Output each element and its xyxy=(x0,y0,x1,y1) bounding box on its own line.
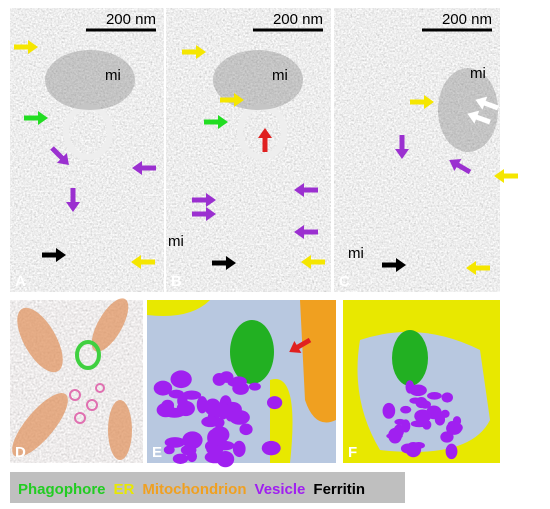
arrow xyxy=(24,111,48,125)
panel-label: E xyxy=(152,444,162,461)
phagophore xyxy=(63,104,113,160)
arrow xyxy=(467,110,491,125)
arrow xyxy=(42,248,66,262)
e-panel xyxy=(147,300,336,468)
legend-entry: ER xyxy=(114,481,135,498)
vesicle xyxy=(172,453,189,464)
d-panel xyxy=(10,298,143,463)
vesicle xyxy=(227,377,243,387)
panel-label: D xyxy=(15,444,26,461)
arrow xyxy=(382,258,406,272)
vesicle xyxy=(427,391,442,400)
arrow xyxy=(131,255,155,269)
arrow xyxy=(132,161,156,175)
arrow xyxy=(475,96,499,111)
mi-label: mi xyxy=(272,67,288,84)
em-panels xyxy=(10,8,500,292)
vesicle xyxy=(451,422,463,433)
arrow xyxy=(220,93,244,107)
scale-bar-label: 200 nm xyxy=(273,11,323,28)
vesicle xyxy=(419,400,431,409)
vesicle xyxy=(182,431,203,450)
vesicle xyxy=(216,450,235,468)
vesicle xyxy=(163,445,175,455)
vesicle xyxy=(266,396,283,410)
arrow xyxy=(182,45,206,59)
vesicle xyxy=(204,398,221,416)
arrow xyxy=(395,135,409,159)
vesicle xyxy=(441,392,453,403)
mi-label: mi xyxy=(168,233,184,250)
panel-label: B xyxy=(171,273,182,290)
vesicle xyxy=(382,402,396,419)
arrow xyxy=(301,255,325,269)
arrow xyxy=(14,40,38,54)
vesicle xyxy=(186,450,198,463)
vesicle xyxy=(401,419,411,433)
mitochondrion xyxy=(45,50,135,110)
vesicle xyxy=(201,416,220,428)
vesicle xyxy=(388,427,402,444)
vesicle xyxy=(248,382,261,391)
vesicle xyxy=(177,393,188,408)
f-panel xyxy=(343,300,500,463)
vesicle xyxy=(445,443,458,460)
mitochondrion xyxy=(438,68,498,152)
vesicle xyxy=(153,380,173,396)
vesicle xyxy=(174,374,186,383)
vesicle xyxy=(217,402,230,420)
vesicle xyxy=(229,410,250,425)
vesicle xyxy=(239,423,253,436)
arrow xyxy=(466,261,490,275)
vesicle xyxy=(409,397,422,404)
arrow xyxy=(294,183,318,197)
vesicle xyxy=(405,380,415,394)
arrow xyxy=(192,193,216,207)
arrow xyxy=(212,256,236,270)
mi-label: mi xyxy=(470,65,486,82)
arrow xyxy=(294,225,318,239)
mi-label: mi xyxy=(348,245,364,262)
panel-a-image xyxy=(10,8,164,292)
vesicle xyxy=(161,399,175,411)
arrow xyxy=(449,158,472,175)
vesicle xyxy=(212,372,226,386)
legend-entry: Vesicle xyxy=(255,481,306,498)
vesicle xyxy=(426,408,436,416)
arrow xyxy=(494,169,518,183)
arrow xyxy=(66,188,80,212)
legend-entry: Phagophore xyxy=(18,481,106,498)
vesicle xyxy=(209,426,230,444)
panel-label: A xyxy=(15,273,26,290)
arrow xyxy=(289,337,312,354)
legend-bar xyxy=(10,472,405,503)
arrow xyxy=(204,115,228,129)
scale-bar-label: 200 nm xyxy=(442,11,492,28)
vesicle xyxy=(422,419,432,430)
scale-bar-label: 200 nm xyxy=(106,11,156,28)
arrow xyxy=(258,128,272,152)
vesicle xyxy=(164,437,186,448)
panel-label: F xyxy=(348,444,357,461)
arrow xyxy=(50,146,69,165)
vesicle xyxy=(182,390,202,400)
vesicle xyxy=(440,409,450,418)
legend-entry: Ferritin xyxy=(313,481,365,498)
legend-entry: Mitochondrion xyxy=(142,481,246,498)
vesicle xyxy=(440,431,454,443)
panel-c-image xyxy=(334,8,500,292)
vesicle xyxy=(412,442,425,449)
arrow xyxy=(192,207,216,221)
vesicle xyxy=(400,405,412,414)
panel-label: C xyxy=(339,273,350,290)
vesicle xyxy=(232,440,246,458)
arrow xyxy=(410,95,434,109)
vesicle xyxy=(261,440,281,456)
phagophore xyxy=(237,104,287,160)
mi-label: mi xyxy=(105,67,121,84)
